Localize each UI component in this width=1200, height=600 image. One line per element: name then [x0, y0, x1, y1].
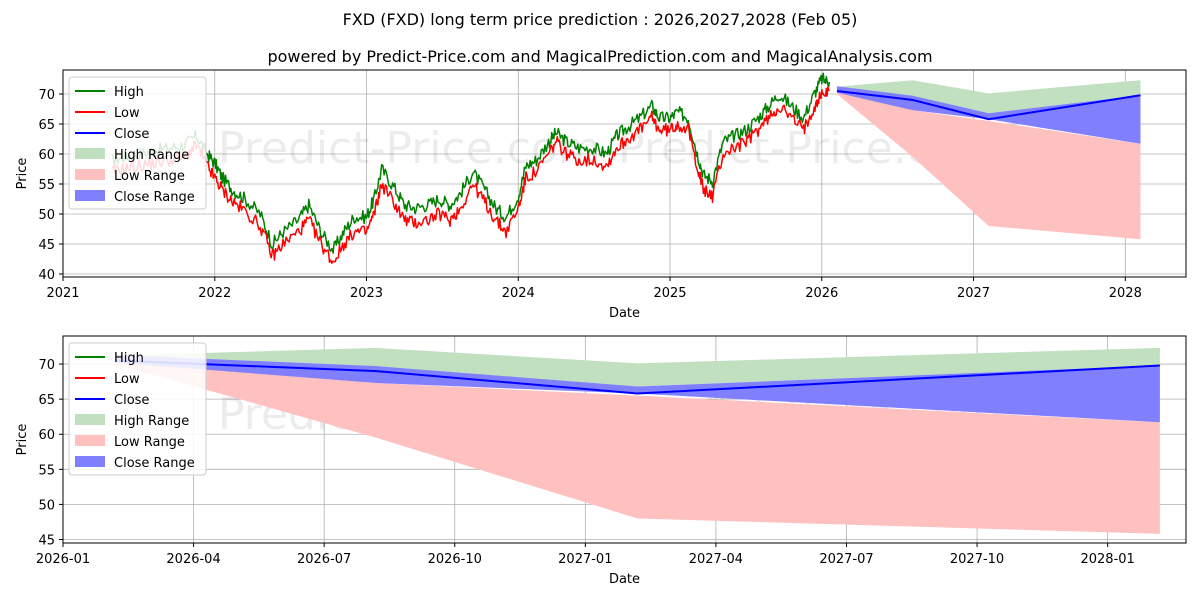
legend-close-range-swatch: [75, 456, 105, 467]
legend-low-label: Low: [114, 372, 140, 387]
low-range-band: [836, 91, 1141, 240]
x-tick-label: 2027: [957, 286, 990, 301]
y-axis-label: Price: [15, 158, 30, 190]
x-tick-label: 2027-07: [819, 552, 873, 567]
y-tick-label: 45: [38, 238, 55, 253]
axis-ticks: 2026-01 2026-04 2026-07 2026-10 2027-01 2027-…: [36, 358, 1135, 567]
legend-high-label: High: [114, 351, 144, 366]
x-tick-label: 2025: [653, 286, 686, 301]
y-tick-label: 50: [38, 208, 55, 223]
watermark: Predict-Price.com: [218, 123, 601, 174]
low-range-band: [115, 360, 1160, 534]
legend-close-label: Close: [114, 393, 149, 408]
x-tick-label: 2027-10: [950, 552, 1004, 567]
low-series-line: [111, 86, 831, 264]
x-tick-label: 2026-04: [166, 552, 220, 567]
x-tick-label: 2027-04: [689, 552, 743, 567]
y-tick-label: 70: [38, 358, 55, 373]
plot-frame: [62, 335, 1187, 544]
close-forecast-line: [115, 359, 1160, 395]
x-tick-label: 2024: [502, 286, 535, 301]
y-tick-label: 65: [38, 393, 55, 408]
prediction-panel: Predict-Price.comPredict-Price.com2026-0…: [15, 335, 1187, 587]
x-axis-label: Date: [609, 572, 640, 587]
plot-area: [111, 72, 1141, 264]
x-tick-label: 2026-10: [428, 552, 482, 567]
legend-close-label: Close: [114, 127, 149, 142]
legend-low-range-swatch: [75, 435, 105, 446]
y-tick-label: 60: [38, 428, 55, 443]
y-tick-label: 55: [38, 178, 55, 193]
legend-high-label: High: [114, 85, 144, 100]
y-tick-label: 60: [38, 148, 55, 163]
y-tick-label: 70: [38, 88, 55, 103]
legend-low-range-label: Low Range: [114, 435, 185, 450]
y-tick-label: 50: [38, 498, 55, 513]
x-tick-label: 2026-07: [297, 552, 351, 567]
y-tick-label: 45: [38, 533, 55, 548]
legend-high-range-swatch: [75, 414, 105, 425]
y-axis-label: Price: [15, 424, 30, 456]
high-range-band: [115, 347, 1160, 387]
legend-high-range-label: High Range: [114, 414, 189, 429]
legend-close-range-label: Close Range: [114, 190, 195, 205]
legend-high-range-swatch: [75, 148, 105, 159]
x-tick-label: 2027-01: [558, 552, 612, 567]
legend-high-range-label: High Range: [114, 148, 189, 163]
legend: High Low Close High Range Low Range Close Ran…: [68, 342, 207, 476]
legend-close-range-label: Close Range: [114, 456, 195, 471]
chart-subtitle: powered by Predict-Price.com and Magical…: [267, 47, 932, 66]
legend-low-range-label: Low Range: [114, 169, 185, 184]
legend-low-range-swatch: [75, 169, 105, 180]
x-tick-label: 2028-01: [1080, 552, 1134, 567]
close-forecast-line: [836, 90, 1141, 121]
y-tick-label: 55: [38, 463, 55, 478]
high-series-line: [111, 72, 831, 254]
x-tick-label: 2028: [1109, 286, 1142, 301]
x-tick-label: 2026-01: [36, 552, 90, 567]
plot-area: [115, 347, 1160, 534]
chart-title: FXD (FXD) long term price prediction : 2…: [343, 10, 858, 29]
legend: High Low Close High Range Low Range Close Ran…: [68, 76, 207, 210]
x-tick-label: 2026: [805, 286, 838, 301]
x-tick-label: 2022: [198, 286, 231, 301]
y-tick-label: 40: [38, 268, 55, 283]
x-tick-label: 2021: [46, 286, 79, 301]
plot-frame: [62, 69, 1187, 278]
high-range-band: [836, 80, 1141, 114]
y-tick-label: 65: [38, 118, 55, 133]
x-axis-label: Date: [609, 306, 640, 321]
axis-ticks: 2021 2022 2023 2024 2025 2026 2027 2028 40 45 50 55…: [38, 88, 1141, 301]
legend-close-range-swatch: [75, 190, 105, 201]
legend-low-label: Low: [114, 106, 140, 121]
x-tick-label: 2023: [350, 286, 383, 301]
